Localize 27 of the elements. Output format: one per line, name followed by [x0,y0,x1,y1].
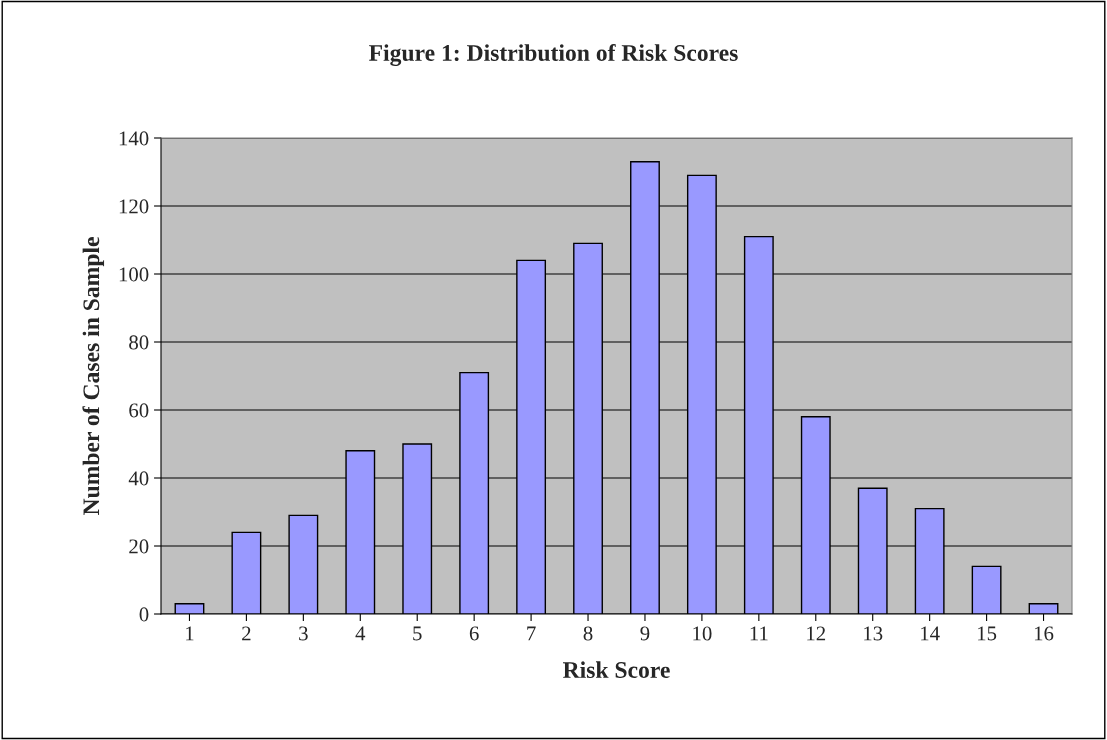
y-tick-label: 140 [119,131,149,146]
x-tick-label: 2 [242,626,251,641]
y-tick-label: 100 [119,267,149,282]
x-axis-title: Risk Score [563,661,670,678]
y-tick-label: 120 [119,199,149,214]
y-tick-label: 60 [129,403,149,418]
y-tick-label: 0 [139,607,149,622]
x-tick-label: 10 [693,626,712,641]
x-tick-label: 16 [1034,626,1054,641]
chart-title: Figure 1: Distribution of Risk Scores [369,44,738,66]
y-tick-label: 40 [128,471,149,486]
x-tick-label: 13 [864,626,883,641]
x-tick-label: 15 [978,626,997,641]
x-tick-label: 12 [807,626,826,641]
x-tick-label: 9 [640,626,650,641]
x-tick-label: 11 [750,626,768,641]
x-tick-label: 7 [527,626,536,641]
y-tick-label: 20 [129,539,149,554]
y-axis-title: Number of Cases in Sample [82,237,105,516]
x-tick-label: 14 [921,626,940,641]
y-tick-label: 80 [129,335,149,350]
x-tick-label: 3 [299,626,308,641]
x-tick-label: 8 [583,626,593,641]
x-tick-label: 6 [469,626,479,641]
x-tick-label: 5 [413,626,422,641]
x-tick-label: 4 [355,626,366,641]
x-tick-label: 1 [186,626,194,641]
